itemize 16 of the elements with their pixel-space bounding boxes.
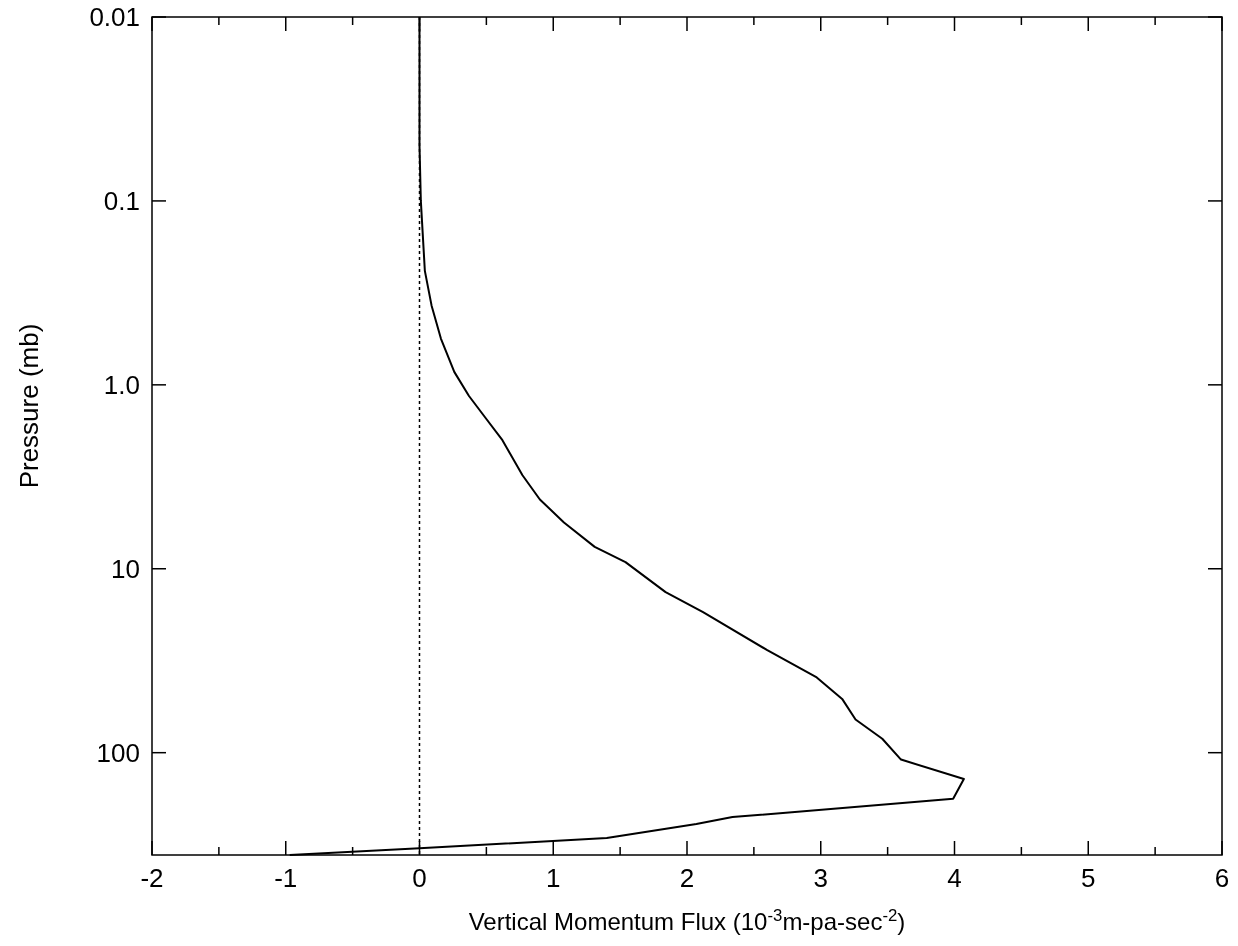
x-tick-label: 5	[1081, 863, 1096, 893]
x-tick-label: 3	[813, 863, 828, 893]
y-tick-label: 10	[111, 553, 140, 584]
y-tick-label: 0.1	[103, 186, 140, 217]
x-tick-label: 0	[412, 863, 427, 893]
y-tick-label: 0.01	[89, 2, 140, 33]
x-tick-label: -1	[274, 863, 298, 893]
x-tick-label: 4	[947, 863, 962, 893]
x-tick-label: -2	[140, 863, 164, 893]
x-axis-title: Vertical Momentum Flux (10$^{-3}$m-pa-sec$^{-2}$)	[468, 905, 906, 935]
x-tick-label: 1	[546, 863, 561, 893]
y-tick-label: 1.0	[103, 369, 140, 400]
x-tick-label: 6	[1214, 863, 1230, 893]
y-tick-label: 100	[96, 737, 140, 768]
y-axis-title: Pressure (mb)	[14, 323, 44, 489]
x-tick-label: 2	[679, 863, 695, 893]
